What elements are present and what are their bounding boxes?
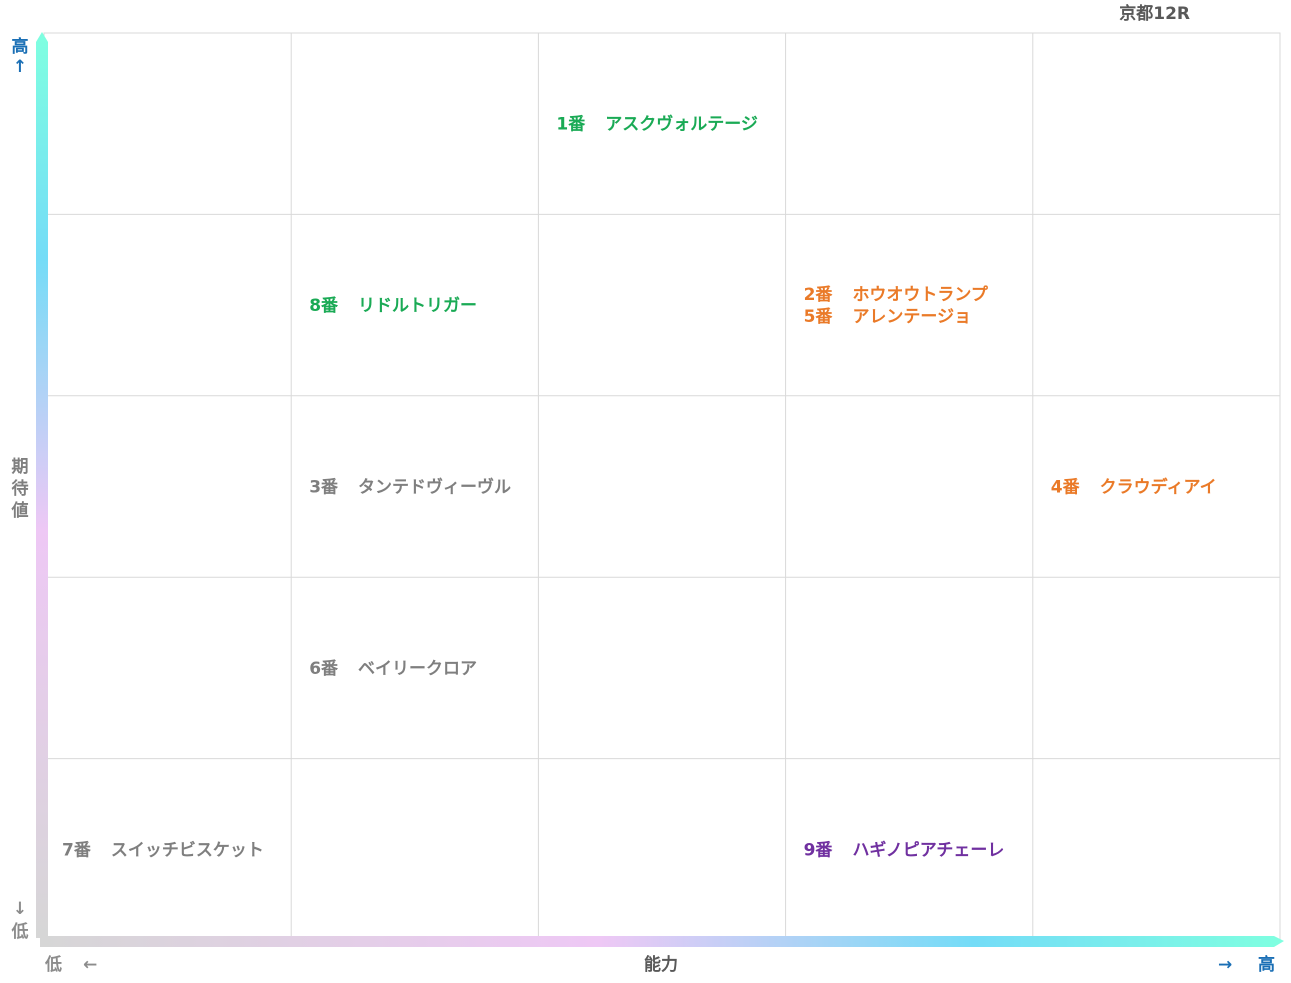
y-axis-down-arrow: ↓ <box>13 899 27 919</box>
point-label: 2番 ホウオウトランプ <box>804 284 989 305</box>
point-number: 9番 <box>804 840 834 860</box>
point-name: タンテドヴィーヴル <box>358 477 511 498</box>
x-axis-title: 能力 <box>644 954 678 975</box>
y-axis-title-char: 期 <box>12 457 29 477</box>
x-axis-high-label: 高 <box>1258 954 1275 975</box>
y-axis-up-arrow: ↑ <box>13 57 27 77</box>
point-label: 6番 ベイリークロア <box>309 659 477 679</box>
x-axis-low-label: 低 <box>44 954 62 975</box>
point-number: 2番 <box>804 285 834 305</box>
point-number: 4番 <box>1051 478 1081 498</box>
point-label: 9番 ハギノピアチェーレ <box>804 840 1005 860</box>
point-name: リドルトリガー <box>358 296 477 316</box>
point-name: アレンテージョ <box>852 307 971 327</box>
y-axis-title-char: 値 <box>11 500 29 521</box>
point-label: 4番 クラウディアイ <box>1051 477 1217 498</box>
point-name: スイッチビスケット <box>111 840 264 860</box>
point-number: 8番 <box>309 296 339 316</box>
point-number: 3番 <box>309 478 339 498</box>
y-axis-high-label: 高 <box>12 36 29 57</box>
x-axis-arrow <box>40 936 1284 947</box>
point-label: 5番 アレンテージョ <box>804 307 972 327</box>
point-name: ハギノピアチェーレ <box>852 840 1004 860</box>
point-name: ホウオウトランプ <box>852 284 988 305</box>
point-name: アスクヴォルテージ <box>605 114 758 135</box>
y-axis-arrow <box>36 32 48 938</box>
chart-title: 京都12R <box>1119 3 1190 24</box>
point-name: ベイリークロア <box>358 659 477 679</box>
y-axis-low-label: 低 <box>11 921 29 942</box>
point-label: 8番 リドルトリガー <box>309 296 477 316</box>
point-name: クラウディアイ <box>1100 477 1217 498</box>
axes <box>36 32 1284 947</box>
point-number: 5番 <box>804 307 834 327</box>
point-number: 1番 <box>556 115 586 135</box>
point-label: 3番 タンテドヴィーヴル <box>309 477 511 498</box>
plot-area-background <box>44 33 1280 940</box>
point-label: 1番 アスクヴォルテージ <box>556 114 758 135</box>
x-axis-right-arrow: → <box>1218 955 1232 975</box>
axis-labels: 高↑期待値↓低低 ← 能力 → 高 <box>11 36 1276 975</box>
x-axis-left-arrow: ← <box>83 955 97 975</box>
point-number: 7番 <box>62 840 92 860</box>
point-number: 6番 <box>309 659 339 679</box>
point-label: 7番 スイッチビスケット <box>62 840 264 860</box>
y-axis-title-char: 待 <box>12 478 29 499</box>
